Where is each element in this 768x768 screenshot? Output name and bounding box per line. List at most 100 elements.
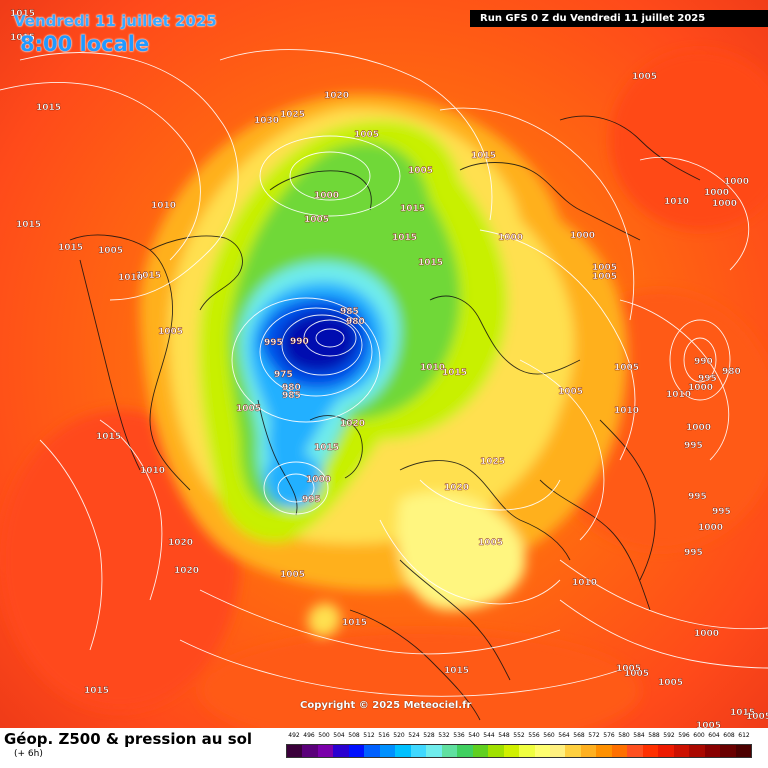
pressure-label: 1020 bbox=[340, 419, 365, 429]
scale-swatch bbox=[596, 745, 612, 757]
scale-tick: 564 bbox=[558, 732, 570, 739]
geopotential-bands bbox=[140, 93, 628, 637]
scale-swatch bbox=[503, 745, 520, 757]
scale-swatch bbox=[317, 745, 334, 757]
scale-swatch bbox=[472, 745, 489, 757]
pressure-label: 1005 bbox=[746, 712, 768, 722]
scale-tick: 536 bbox=[453, 732, 465, 739]
scale-swatch bbox=[611, 745, 628, 757]
pressure-label: 995 bbox=[684, 441, 703, 451]
pressure-label: 1015 bbox=[58, 243, 83, 253]
scale-tick: 604 bbox=[708, 732, 720, 739]
pressure-label: 1005 bbox=[558, 387, 583, 397]
pressure-label: 1005 bbox=[236, 404, 261, 414]
pressure-label: 990 bbox=[694, 357, 713, 367]
pressure-label: 1010 bbox=[140, 466, 165, 476]
scale-swatch bbox=[287, 745, 303, 757]
run-info: Run GFS 0 Z du Vendredi 11 juillet 2025 bbox=[470, 10, 768, 27]
pressure-label: 1005 bbox=[632, 72, 657, 82]
scale-tick: 592 bbox=[663, 732, 675, 739]
pressure-label: 1015 bbox=[36, 103, 61, 113]
forecast-offset: (+ 6h) bbox=[14, 749, 43, 759]
pressure-label: 1030 bbox=[254, 116, 279, 126]
pressure-label: 1005 bbox=[658, 678, 683, 688]
isobars bbox=[0, 49, 768, 697]
scale-tick: 584 bbox=[633, 732, 645, 739]
pressure-label: 1015 bbox=[84, 686, 109, 696]
pressure-label: 1020 bbox=[444, 483, 469, 493]
scale-swatch bbox=[735, 745, 752, 757]
pressure-label: 1010 bbox=[572, 578, 597, 588]
pressure-label: 1010 bbox=[420, 363, 445, 373]
pressure-label: 985 bbox=[340, 307, 359, 317]
scale-swatch bbox=[410, 745, 427, 757]
pressure-label: 1000 bbox=[698, 523, 723, 533]
scale-tick: 512 bbox=[363, 732, 375, 739]
pressure-label: 1010 bbox=[151, 201, 176, 211]
pressure-label: 1015 bbox=[314, 443, 339, 453]
pressure-label: 1025 bbox=[280, 110, 305, 120]
map-canvas: 1015101510151015102010301025100510051015… bbox=[0, 0, 768, 728]
scale-swatch bbox=[302, 745, 318, 757]
pressure-label: 1000 bbox=[694, 629, 719, 639]
forecast-map: 1015 1015 1015 1015 1020 1030 1025 1005 1005 1015… bbox=[0, 0, 768, 728]
scale-swatch bbox=[580, 745, 597, 757]
scale-tick: 596 bbox=[678, 732, 690, 739]
scale-tick: 516 bbox=[378, 732, 390, 739]
pressure-label: 1005 bbox=[592, 272, 617, 282]
pressure-label: 1015 bbox=[96, 432, 121, 442]
pressure-label: 1005 bbox=[304, 215, 329, 225]
pressure-label: 1005 bbox=[158, 327, 183, 337]
pressure-label: 1005 bbox=[616, 664, 641, 674]
scale-swatch bbox=[720, 745, 736, 757]
scale-swatch bbox=[441, 745, 458, 757]
pressure-label: 1010 bbox=[118, 273, 143, 283]
pressure-label: 1020 bbox=[174, 566, 199, 576]
scale-swatch bbox=[519, 745, 535, 757]
scale-tick: 576 bbox=[603, 732, 615, 739]
scale-swatch bbox=[488, 745, 504, 757]
scale-swatch bbox=[549, 745, 566, 757]
pressure-label: 1005 bbox=[408, 166, 433, 176]
scale-tick: 572 bbox=[588, 732, 600, 739]
pressure-label: 980 bbox=[722, 367, 741, 377]
pressure-label: 1015 bbox=[730, 708, 755, 718]
pressure-label: 1015 bbox=[342, 618, 367, 628]
pressure-label: 1015 bbox=[471, 151, 496, 161]
pressure-labels: 1015101510151015102010301025100510051015… bbox=[10, 9, 768, 728]
pressure-label: 995 bbox=[712, 507, 731, 517]
scale-swatch bbox=[642, 745, 659, 757]
scale-tick: 500 bbox=[318, 732, 330, 739]
scale-swatch bbox=[457, 745, 473, 757]
pressure-label: 975 bbox=[274, 370, 293, 380]
scale-tick: 492 bbox=[288, 732, 300, 739]
pressure-label: 1015 bbox=[444, 666, 469, 676]
pressure-label: 1005 bbox=[614, 363, 639, 373]
pressure-label: 1000 bbox=[498, 233, 523, 243]
coastlines bbox=[69, 115, 701, 721]
pressure-label: 990 bbox=[290, 337, 309, 347]
pressure-label: 985 bbox=[282, 391, 301, 401]
pressure-label: 980 bbox=[346, 317, 365, 327]
scale-tick: 540 bbox=[468, 732, 480, 739]
scale-tick: 608 bbox=[723, 732, 735, 739]
scale-swatch bbox=[379, 745, 396, 757]
pressure-label: 1015 bbox=[392, 233, 417, 243]
scale-swatch bbox=[348, 745, 365, 757]
scale-tick: 532 bbox=[438, 732, 450, 739]
scale-tick: 580 bbox=[618, 732, 630, 739]
scale-tick: 520 bbox=[393, 732, 405, 739]
scale-swatch bbox=[658, 745, 674, 757]
map-title: Géop. Z500 & pression au sol bbox=[4, 730, 253, 748]
pressure-label: 1015 bbox=[16, 220, 41, 230]
pressure-label: 1000 bbox=[688, 383, 713, 393]
pressure-label: 1000 bbox=[686, 423, 711, 433]
forecast-time: 8:00 locale bbox=[20, 32, 150, 56]
pressure-label: 1005 bbox=[478, 538, 503, 548]
pressure-label: 995 bbox=[684, 548, 703, 558]
scale-swatch bbox=[704, 745, 721, 757]
scale-ticks: 492 496 500 504 508 512 516 520 524 528 532 536 540 5… bbox=[286, 732, 752, 743]
scale-tick: 612 bbox=[738, 732, 750, 739]
legend-footer: Géop. Z500 & pression au sol (+ 6h) 492 4… bbox=[0, 728, 768, 768]
pressure-label: 995 bbox=[264, 338, 283, 348]
